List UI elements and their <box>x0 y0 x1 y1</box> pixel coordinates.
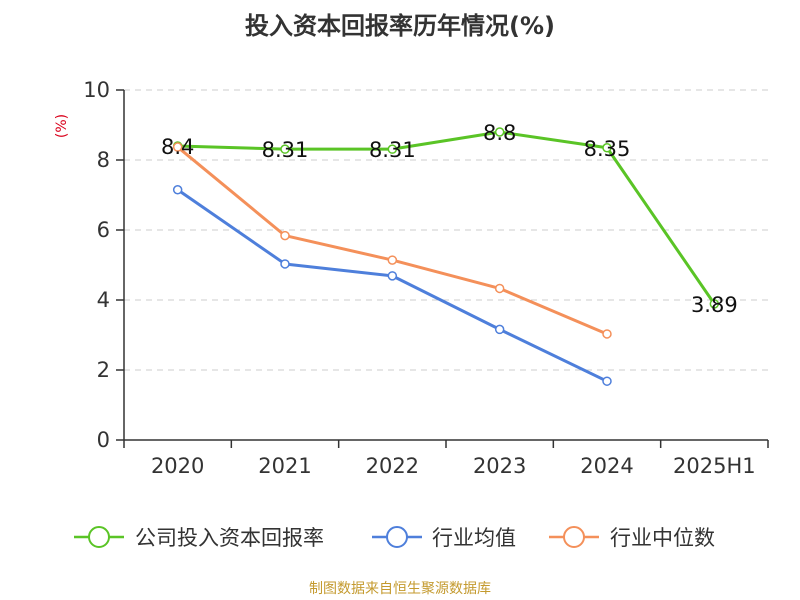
data-point <box>172 185 183 195</box>
y-axis-label: (%) <box>54 114 70 138</box>
series-layer <box>172 127 720 386</box>
legend-label: 行业中位数 <box>610 526 715 550</box>
chart-title: 投入资本回报率历年情况(%) <box>245 12 555 40</box>
data-point <box>387 144 398 154</box>
legend-marker <box>88 526 110 548</box>
data-point <box>280 259 290 269</box>
data-point <box>602 376 612 386</box>
legend-label: 公司投入资本回报率 <box>135 526 324 550</box>
x-tick-label: 2022 <box>366 454 419 478</box>
x-tick-label: 2024 <box>580 454 633 478</box>
source-note: 制图数据来自恒生聚源数据库 <box>309 581 491 597</box>
y-tick-label: 2 <box>97 358 110 382</box>
legend-marker <box>563 526 585 548</box>
data-point <box>387 271 398 281</box>
x-tick-label: 2021 <box>258 454 311 478</box>
series-line <box>176 188 608 383</box>
y-tick-label: 8 <box>97 148 110 172</box>
data-point <box>280 230 290 241</box>
series-line <box>176 145 608 336</box>
y-tick-label: 4 <box>97 288 110 312</box>
data-point <box>602 329 612 339</box>
legend-label: 行业均值 <box>432 526 516 550</box>
axes: 0 2 4 6 8 10 2020 2021 2022 2023 2024 2025H1 <box>83 78 769 478</box>
legend-marker <box>386 526 408 548</box>
data-label: 8.31 <box>262 138 309 162</box>
data-point <box>709 299 720 309</box>
data-label: 8.31 <box>369 138 416 162</box>
data-point <box>494 324 505 335</box>
data-label: 3.89 <box>691 293 738 317</box>
data-label: 8.35 <box>584 137 631 161</box>
data-point <box>387 255 398 265</box>
data-labels: 8.4 8.31 8.31 8.8 8.35 3.89 <box>161 121 738 317</box>
data-point <box>602 143 612 153</box>
series-line <box>177 130 716 305</box>
y-tick-label: 6 <box>97 218 110 242</box>
data-point <box>494 283 505 294</box>
x-tick-label: 2020 <box>151 454 204 478</box>
x-tick-label: 2023 <box>473 454 526 478</box>
data-point <box>172 142 183 152</box>
grid-lines <box>124 89 768 371</box>
data-point <box>280 144 290 154</box>
y-tick-label: 10 <box>83 78 110 102</box>
data-label: 8.8 <box>483 121 516 145</box>
data-label: 8.4 <box>161 135 194 159</box>
legend: 公司投入资本回报率 行业均值 行业中位数 <box>74 526 715 550</box>
y-tick-label: 0 <box>97 428 110 452</box>
data-point <box>494 127 505 137</box>
x-tick-label: 2025H1 <box>673 454 756 478</box>
